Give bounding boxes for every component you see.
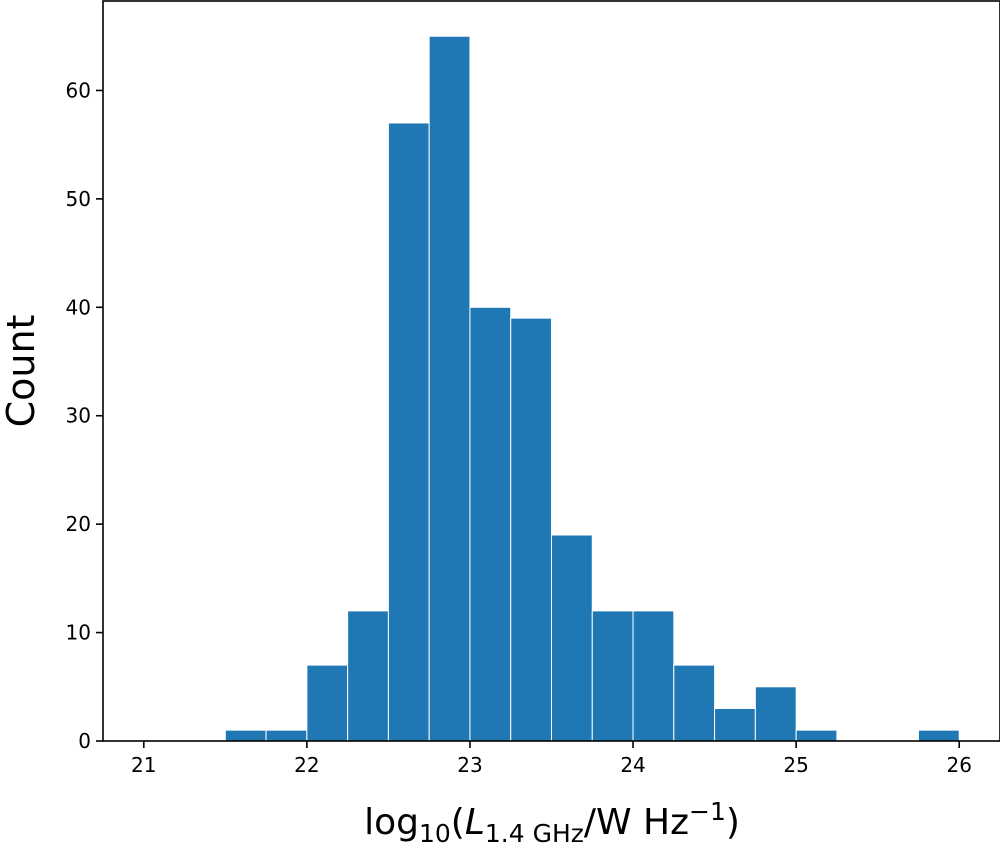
x-tick-label: 25 bbox=[783, 753, 808, 777]
histogram-bar bbox=[632, 610, 675, 742]
x-tick-label: 26 bbox=[947, 753, 972, 777]
histogram-bar bbox=[428, 35, 471, 742]
histogram-bar bbox=[306, 664, 349, 742]
y-tick-label: 0 bbox=[78, 729, 91, 753]
histogram-bar bbox=[591, 610, 634, 742]
y-tick-label: 60 bbox=[66, 78, 91, 102]
y-axis-ticks: 0 10 20 30 40 50 60 bbox=[66, 78, 103, 753]
y-tick-label: 10 bbox=[66, 621, 91, 645]
x-axis-title: log10(L1.4 GHz/W Hz−1) bbox=[364, 797, 740, 844]
histogram-bar bbox=[387, 122, 430, 742]
y-tick-label: 30 bbox=[66, 404, 91, 428]
histogram-bar bbox=[551, 534, 593, 742]
y-axis-title: Count bbox=[0, 315, 43, 428]
histogram-bar bbox=[347, 610, 389, 742]
y-tick-label: 50 bbox=[66, 187, 91, 211]
histogram-bar bbox=[714, 707, 756, 742]
x-axis-ticks: 21 22 23 24 25 26 bbox=[131, 741, 972, 777]
histogram-bar bbox=[469, 306, 512, 742]
histogram-bar bbox=[795, 729, 838, 742]
x-tick-label: 24 bbox=[620, 753, 645, 777]
x-tick-label: 22 bbox=[294, 753, 319, 777]
plot-frame bbox=[102, 0, 1000, 742]
histogram-bar bbox=[510, 317, 552, 742]
histogram-bar bbox=[224, 729, 267, 742]
histogram-bar bbox=[754, 686, 797, 742]
x-tick-label: 21 bbox=[131, 753, 156, 777]
x-tick-label: 23 bbox=[457, 753, 482, 777]
y-tick-label: 40 bbox=[66, 295, 91, 319]
bars-group bbox=[224, 35, 960, 742]
histogram-bar bbox=[917, 729, 960, 742]
y-tick-label: 20 bbox=[66, 512, 91, 536]
histogram-bar bbox=[265, 729, 308, 742]
histogram-bar bbox=[673, 664, 716, 742]
